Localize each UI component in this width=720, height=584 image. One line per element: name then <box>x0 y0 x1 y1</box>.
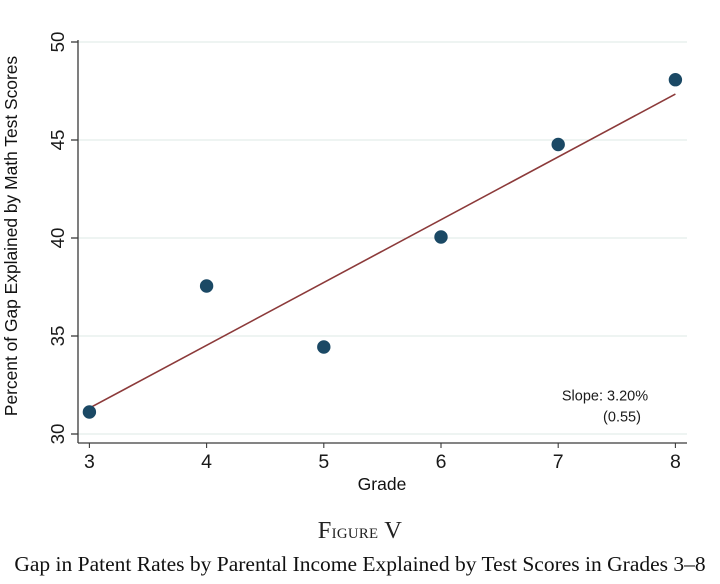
svg-text:5: 5 <box>318 451 329 473</box>
svg-text:45: 45 <box>47 130 68 151</box>
svg-text:3: 3 <box>84 451 95 473</box>
svg-text:40: 40 <box>47 228 68 249</box>
svg-text:Percent of Gap Explained by Ma: Percent of Gap Explained by Math Test Sc… <box>1 56 21 417</box>
svg-text:50: 50 <box>47 32 68 53</box>
svg-text:6: 6 <box>436 451 447 473</box>
svg-text:4: 4 <box>201 451 212 473</box>
svg-text:(0.55): (0.55) <box>603 410 641 426</box>
svg-text:35: 35 <box>47 326 68 347</box>
svg-text:7: 7 <box>553 451 564 473</box>
svg-text:8: 8 <box>670 451 681 473</box>
svg-text:30: 30 <box>47 424 68 445</box>
svg-text:Slope: 3.20%: Slope: 3.20% <box>562 389 648 405</box>
svg-text:Grade: Grade <box>358 474 407 494</box>
